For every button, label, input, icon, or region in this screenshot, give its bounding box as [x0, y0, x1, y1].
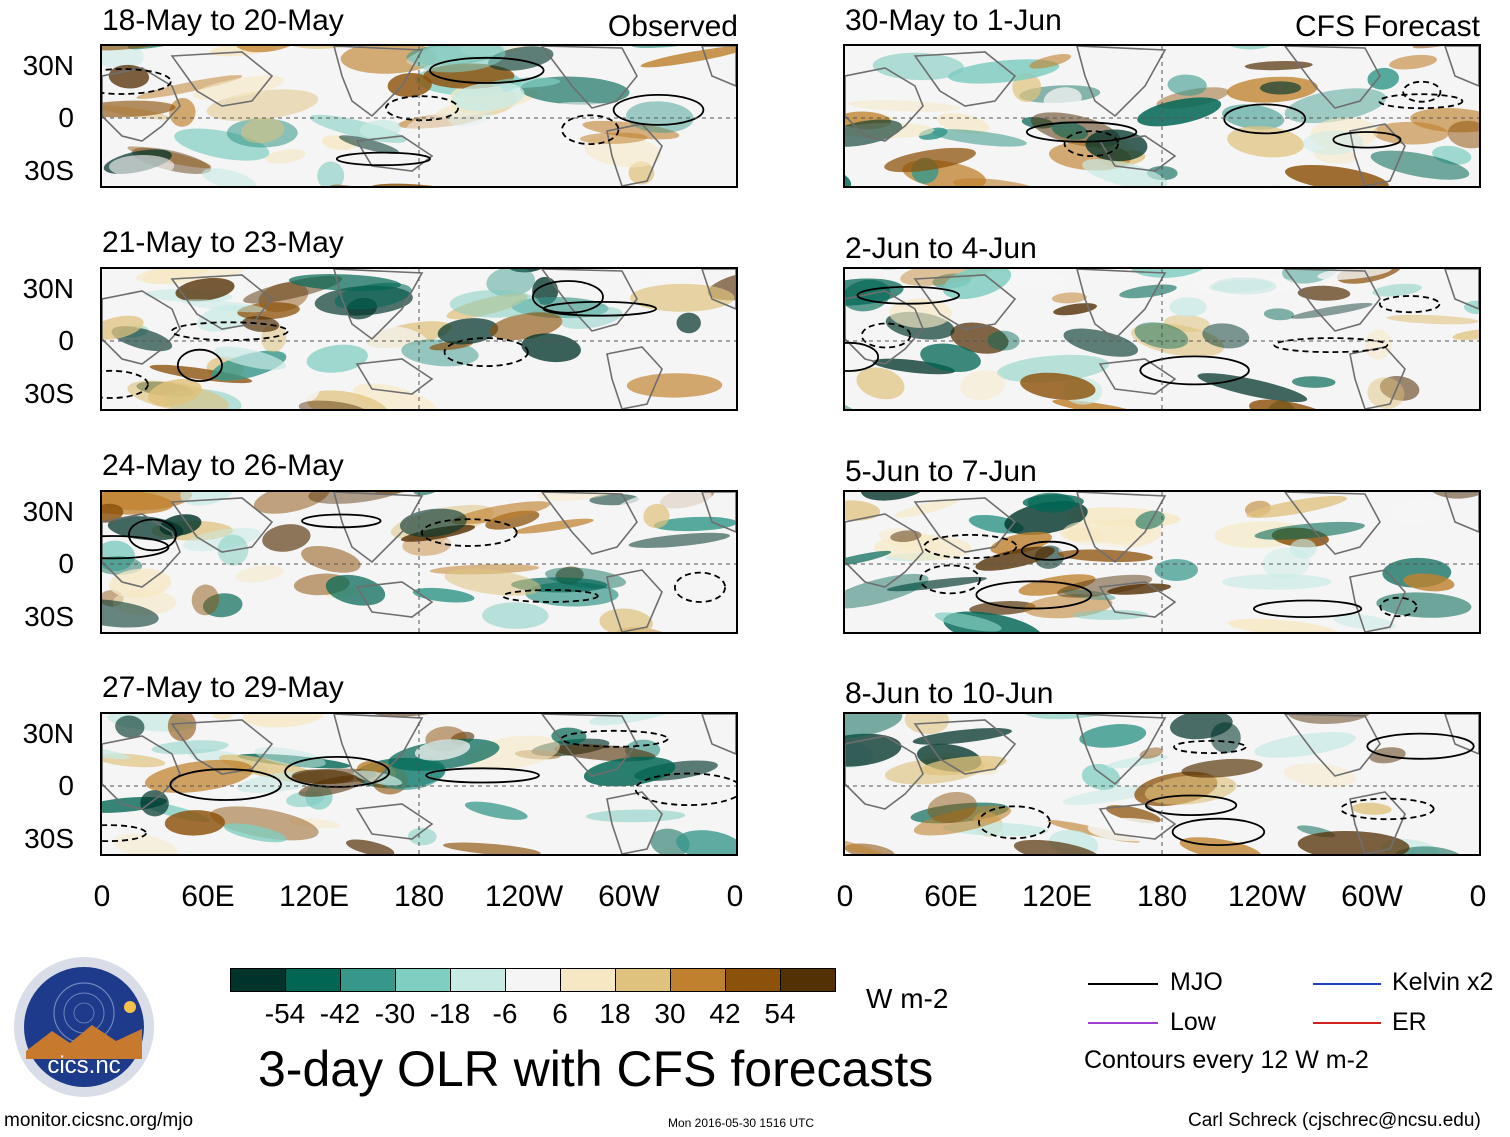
colorbar-swatch — [285, 968, 341, 992]
colorbar-swatch — [615, 968, 671, 992]
lon-label-120w: 120W — [484, 880, 564, 913]
colorbar-swatch — [505, 968, 561, 992]
lon-label-180: 180 — [1136, 880, 1188, 913]
colorbar-swatch — [340, 968, 396, 992]
colorbar-tick-label: -54 — [264, 998, 306, 1029]
colorbar-swatch — [780, 968, 836, 992]
panel-title-left-3: 24-May to 26-May — [102, 449, 344, 482]
legend-line-low — [1088, 1022, 1158, 1024]
footer-timestamp: Mon 2016-05-30 1516 UTC — [668, 1116, 815, 1130]
lon-label-60w: 60W — [598, 880, 660, 913]
colorbar-swatch — [450, 968, 506, 992]
chart-title: 3-day OLR with CFS forecasts — [258, 1041, 934, 1097]
logo-text: cics.nc — [47, 1052, 120, 1079]
footer-url[interactable]: monitor.cicsnc.org/mjo — [4, 1110, 194, 1131]
lon-label-0-end: 0 — [726, 880, 744, 913]
lat-label-30n: 30N — [22, 718, 74, 749]
lat-label-eq: 0 — [58, 548, 74, 579]
legend-label-kelvin: Kelvin x2 — [1392, 968, 1494, 996]
map-panel-left-1 — [100, 44, 738, 188]
lon-label-180: 180 — [393, 880, 445, 913]
map-panel-right-3 — [843, 490, 1481, 634]
lon-label-120e: 120E — [1021, 880, 1093, 913]
lat-label-30s: 30S — [24, 378, 74, 409]
lon-label-120w: 120W — [1227, 880, 1307, 913]
panel-title-right-4: 8-Jun to 10-Jun — [845, 677, 1054, 710]
panel-title-right-2: 2-Jun to 4-Jun — [845, 232, 1037, 265]
lat-label-eq: 0 — [58, 102, 74, 133]
panel-title-left-1: 18-May to 20-May — [102, 4, 344, 37]
map-panel-right-1 — [843, 44, 1481, 188]
lon-label-0-end: 0 — [1469, 880, 1487, 913]
colorbar-swatch — [670, 968, 726, 992]
lat-label-30s: 30S — [24, 155, 74, 186]
lat-label-30s: 30S — [24, 823, 74, 854]
lat-label-eq: 0 — [58, 770, 74, 801]
lon-label-60e: 60E — [181, 880, 235, 913]
colorbar-tick-label: 54 — [764, 998, 796, 1029]
cics-logo: cics.nc — [12, 955, 156, 1099]
footer-author: Carl Schreck (cjschrec@ncsu.edu) — [1188, 1110, 1481, 1131]
map-panel-right-2 — [843, 267, 1481, 411]
lon-label-0: 0 — [93, 880, 111, 913]
legend-line-mjo — [1088, 983, 1158, 985]
colorbar-tick-label: -6 — [492, 998, 518, 1029]
colorbar-swatch — [725, 968, 781, 992]
legend-line-er — [1313, 1022, 1381, 1024]
lat-label-30n: 30N — [22, 496, 74, 527]
legend-label-low: Low — [1170, 1008, 1216, 1036]
lon-label-60e: 60E — [924, 880, 978, 913]
lat-label-30n: 30N — [22, 50, 74, 81]
colorbar-swatch — [560, 968, 616, 992]
map-panel-left-2 — [100, 267, 738, 411]
contour-note: Contours every 12 W m-2 — [1084, 1046, 1369, 1074]
lon-label-60w: 60W — [1341, 880, 1403, 913]
legend-label-er: ER — [1392, 1008, 1427, 1036]
colorbar-tick-label: -18 — [429, 998, 471, 1029]
map-panel-left-4 — [100, 712, 738, 856]
colorbar-tick-label: 30 — [654, 998, 686, 1029]
colorbar-tick-label: 18 — [599, 998, 631, 1029]
colorbar-tick-label: -30 — [374, 998, 416, 1029]
colorbar-swatch — [230, 968, 286, 992]
lat-label-30s: 30S — [24, 601, 74, 632]
observed-label: Observed — [607, 10, 738, 43]
map-panel-right-4 — [843, 712, 1481, 856]
panel-title-right-3: 5-Jun to 7-Jun — [845, 455, 1037, 488]
cfs-forecast-label: CFS Forecast — [1294, 10, 1480, 43]
colorbar-tick-label: 6 — [552, 998, 568, 1029]
lon-label-0: 0 — [836, 880, 854, 913]
legend-label-mjo: MJO — [1170, 968, 1223, 996]
lon-label-120e: 120E — [278, 880, 350, 913]
panel-title-right-1: 30-May to 1-Jun — [845, 4, 1062, 37]
lat-label-eq: 0 — [58, 325, 74, 356]
panel-title-left-2: 21-May to 23-May — [102, 226, 344, 259]
panel-title-left-4: 27-May to 29-May — [102, 671, 344, 704]
colorbar-tick-label: 42 — [709, 998, 741, 1029]
colorbar-tick-label: -42 — [319, 998, 361, 1029]
map-panel-left-3 — [100, 490, 738, 634]
colorbar-units: W m-2 — [866, 983, 949, 1014]
legend-line-kelvin — [1313, 983, 1381, 985]
lat-label-30n: 30N — [22, 273, 74, 304]
colorbar-swatch — [395, 968, 451, 992]
